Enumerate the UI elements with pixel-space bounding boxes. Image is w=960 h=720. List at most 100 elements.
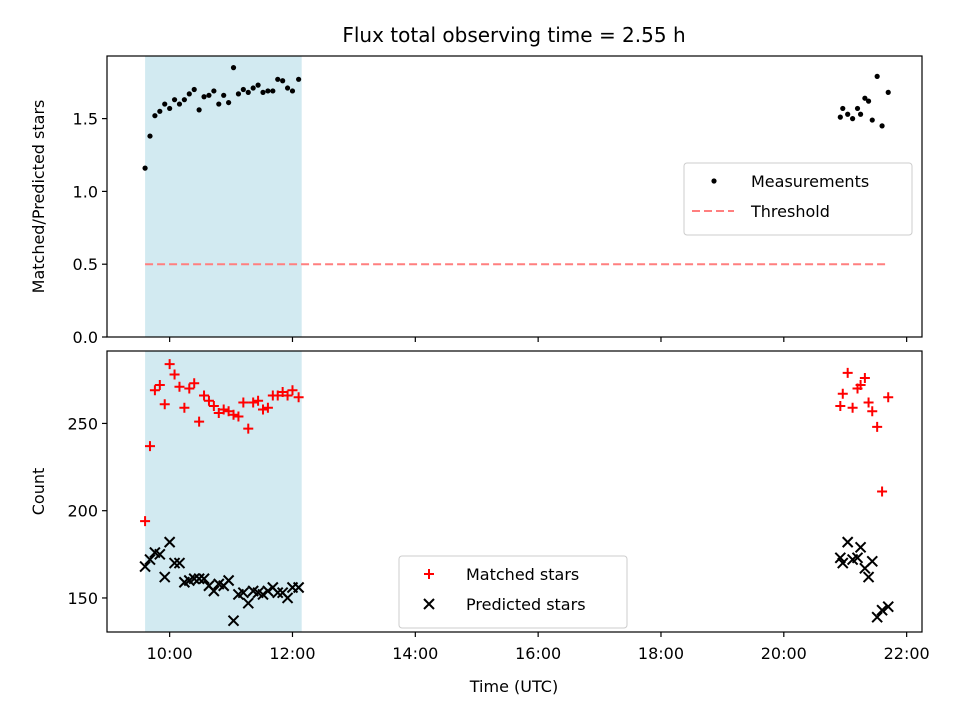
data-point (871, 611, 883, 623)
data-point (181, 97, 187, 103)
data-point (184, 383, 195, 394)
data-point (859, 373, 870, 384)
x-tick-label: 20:00 (761, 644, 807, 663)
data-point (865, 98, 872, 104)
data-point (292, 581, 305, 594)
x-tick-label: 22:00 (884, 644, 930, 663)
legend-label: Matched stars (466, 565, 579, 584)
y-axis-label: Matched/Predicted stars (29, 100, 48, 294)
x-tick-label: 10:00 (147, 644, 193, 663)
data-point (857, 111, 864, 117)
data-point (139, 560, 151, 573)
data-point (226, 99, 232, 106)
legend: Measurements Threshold (683, 162, 913, 236)
data-point (154, 380, 165, 391)
plot-frame (106, 350, 923, 633)
data-point (250, 85, 256, 91)
data-point (179, 402, 190, 413)
data-point (847, 402, 858, 413)
data-point (883, 392, 894, 403)
x-tick-label: 12:00 (269, 644, 315, 663)
data-point (194, 416, 205, 427)
data-point (144, 553, 156, 566)
y-tick-label: 1.5 (73, 110, 98, 129)
data-point (293, 392, 304, 403)
data-point (280, 78, 286, 84)
data-point (191, 86, 197, 93)
data-point (845, 111, 851, 117)
data-point (152, 113, 158, 119)
data-point (193, 573, 205, 585)
y-tick-label: 200 (67, 502, 98, 521)
data-point (240, 86, 246, 93)
data-point (867, 406, 878, 417)
data-point (157, 108, 163, 114)
x-tick-label: 18:00 (638, 644, 684, 663)
data-point (877, 486, 888, 497)
legend-label: Predicted stars (466, 595, 586, 614)
data-point (262, 402, 273, 413)
data-point (835, 400, 846, 411)
data-point (235, 91, 242, 97)
data-point (228, 409, 239, 420)
data-point (230, 65, 237, 71)
data-point (272, 587, 284, 599)
data-point (837, 114, 843, 120)
legend-box (398, 555, 628, 629)
data-point (837, 388, 848, 399)
data-point (862, 571, 875, 583)
y-tick-label: 0.5 (73, 255, 98, 274)
data-point (265, 88, 271, 94)
legend-label: Threshold (750, 202, 830, 221)
data-point (253, 395, 264, 406)
data-point (169, 369, 180, 380)
data-point (275, 76, 281, 82)
data-point (140, 516, 151, 527)
data-point (866, 555, 878, 568)
data-point (163, 536, 176, 548)
data-point (208, 585, 220, 597)
data-point (257, 404, 268, 415)
data-point (255, 82, 261, 88)
data-point (876, 604, 888, 616)
legend: Matched stars Predicted stars (398, 555, 628, 629)
data-point (162, 101, 168, 107)
data-point (237, 587, 250, 599)
x-tick-label: 16:00 (515, 644, 561, 663)
data-point (174, 381, 185, 392)
data-point (841, 536, 854, 548)
data-point (842, 367, 853, 378)
ratio-panel: 0.0 0.5 1.0 1.5 Matched/Predicted stars Measu… (29, 55, 923, 347)
data-point (173, 557, 186, 569)
data-point (196, 107, 202, 113)
data-point (851, 552, 864, 564)
data-point (203, 395, 214, 406)
data-point (144, 441, 155, 452)
y-tick-label: 250 (67, 414, 98, 433)
data-point (885, 89, 891, 95)
data-point (287, 385, 298, 396)
chart-title: Flux total observing time = 2.55 h (342, 23, 685, 47)
data-point (837, 557, 849, 569)
observing-span-highlight (145, 56, 302, 337)
data-point (242, 597, 254, 609)
data-point (245, 89, 251, 95)
data-point (284, 85, 291, 91)
data-point (168, 557, 181, 569)
data-point (188, 573, 200, 585)
y-tick-label: 1.0 (73, 182, 98, 201)
data-point (159, 399, 170, 410)
data-point (863, 397, 874, 408)
data-point (872, 421, 883, 432)
data-point (201, 94, 207, 100)
data-point (270, 88, 276, 94)
x-tick-label: 14:00 (392, 644, 438, 663)
data-point (149, 385, 160, 396)
legend-marker (423, 598, 435, 610)
data-point (189, 378, 200, 389)
data-point (869, 117, 875, 123)
data-point (854, 105, 861, 112)
data-point (248, 397, 259, 408)
data-point (238, 397, 249, 408)
